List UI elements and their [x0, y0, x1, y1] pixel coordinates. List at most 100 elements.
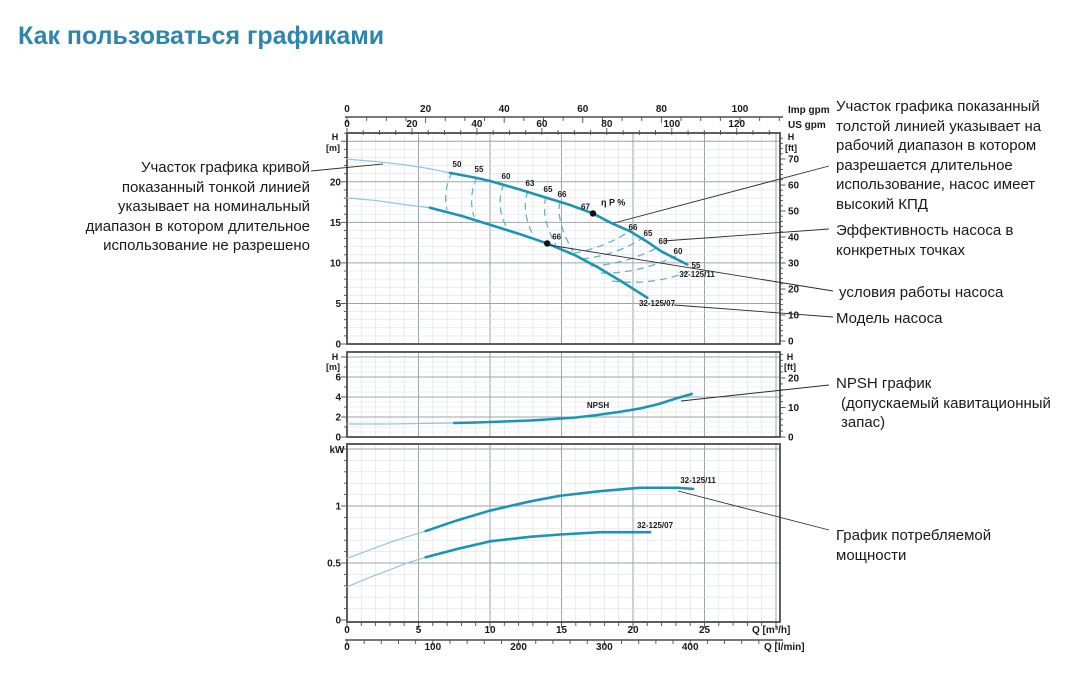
efficiency-contour-dashed — [499, 183, 507, 227]
us-gpm-tick-label: 80 — [601, 119, 613, 130]
efficiency-contour-dashed — [600, 255, 677, 274]
head-ft-tick-label: 40 — [788, 233, 800, 244]
series-name-label-NPSH: NPSH — [587, 401, 609, 410]
curve-32-125-11-nominal-range — [346, 530, 427, 560]
head-ft-tick-label: 20 — [788, 285, 800, 296]
npsh-chart-border — [346, 351, 781, 438]
us-gpm-tick-label: 40 — [471, 119, 483, 130]
us-gpm-unit-label: US gpm — [788, 120, 826, 131]
operating-point-value-label: 66 — [552, 232, 561, 241]
efficiency-contour-dashed — [524, 190, 535, 238]
npsh-right-axis-title: H — [787, 352, 794, 362]
head-ft-tick-label: 60 — [788, 181, 800, 192]
efficiency-contour-dashed — [445, 171, 453, 211]
efficiency-value-label: 65 — [544, 185, 553, 194]
annotation-npsh: NPSH график (допускаемый кавитационный з… — [836, 374, 1081, 433]
head-ft-tick-label: 10 — [788, 311, 800, 322]
annotation-power-curve: График потребляемой мощности — [836, 527, 992, 564]
imp-gpm-unit-label: Imp gpm — [788, 105, 830, 116]
efficiency-value-label: 63 — [659, 237, 668, 246]
q-lmin-tick-label: 300 — [596, 642, 613, 653]
q-m3h-tick-label: 10 — [484, 625, 496, 636]
head-right-axis-title: [ft] — [785, 143, 797, 153]
curve-NPSH-working-range — [452, 392, 693, 425]
q-m3h-tick-label: 15 — [556, 625, 568, 636]
head-left-axis-title: [m] — [326, 143, 340, 153]
power-chart-border — [346, 443, 781, 623]
curve-32-125-11-working-range — [424, 486, 695, 533]
us-gpm-tick-label: 20 — [406, 119, 418, 130]
q-lmin-unit-label: Q [l/min] — [764, 642, 805, 653]
head-m-tick-label: 10 — [330, 258, 342, 269]
imp-gpm-tick-label: 60 — [577, 104, 589, 115]
npsh-m-tick-label: 4 — [335, 393, 341, 404]
callout-npsh-line — [680, 384, 830, 402]
head-ft-tick-label: 30 — [788, 259, 800, 270]
npsh-left-axis-title: H — [332, 352, 339, 362]
curve-32-125-07-nominal-range — [346, 197, 431, 209]
efficiency-value-label: 66 — [629, 223, 638, 232]
efficiency-contour-dashed — [558, 201, 574, 252]
callout-power-line — [677, 490, 830, 531]
bep-marker-dot — [589, 210, 597, 217]
annotation-pump-model: Модель насоса — [836, 310, 943, 327]
npsh-m-tick-label: 0 — [335, 433, 341, 444]
annotation-nominal-range: Участок графика кривой показанный тонкой… — [85, 159, 310, 254]
q-lmin-tick-label: 400 — [682, 642, 699, 653]
head-right-axis-title: H — [788, 132, 795, 142]
npsh-ft-tick-label: 10 — [788, 403, 800, 414]
us-gpm-tick-label: 60 — [536, 119, 548, 130]
head-ft-tick-label: 50 — [788, 207, 800, 218]
imp-gpm-tick-label: 0 — [344, 104, 350, 115]
q-m3h-tick-label: 0 — [344, 625, 350, 636]
us-gpm-tick-label: 100 — [663, 119, 680, 130]
annotation-npsh-line1: NPSH график — [836, 375, 932, 392]
head-m-tick-label: 20 — [330, 177, 342, 188]
efficiency-value-label: 55 — [692, 261, 701, 270]
efficiency-value-label: 66 — [558, 190, 567, 199]
power-axis-title: kW — [330, 445, 346, 456]
us-gpm-tick-label: 0 — [344, 119, 350, 130]
page-title: Как пользоваться графиками — [18, 22, 385, 50]
head-m-tick-label: 0 — [335, 340, 341, 351]
series-name-label-32-125-11: 32-125/11 — [680, 476, 716, 485]
curve-32-125-07-working-range — [428, 206, 649, 300]
eta-axis-caption: η P % — [601, 197, 625, 207]
imp-gpm-tick-label: 100 — [732, 104, 749, 115]
annotation-working-range: Участок графика показанный толстой линие… — [836, 98, 1042, 213]
annotation-efficiency-points: Эффективность насоса в конкретных точках — [836, 222, 1014, 259]
head-m-tick-label: 15 — [330, 218, 342, 229]
efficiency-contour-dashed — [543, 196, 557, 246]
head-ft-tick-label: 0 — [788, 337, 794, 348]
bep-value-label: 67 — [581, 202, 590, 211]
head-left-axis-title: H — [332, 132, 339, 142]
callout-efficiency-line — [662, 228, 830, 242]
curve-32-125-07-nominal-range — [346, 556, 427, 588]
head-ft-tick-label: 70 — [788, 155, 800, 166]
efficiency-contour-dashed — [470, 176, 478, 218]
series-name-label-32-125-07: 32-125/07 — [639, 299, 676, 308]
efficiency-value-label: 60 — [674, 247, 683, 256]
us-gpm-tick-label: 120 — [728, 119, 745, 130]
series-name-label-32-125-11: 32-125/11 — [679, 270, 715, 279]
imp-gpm-tick-label: 80 — [656, 104, 668, 115]
efficiency-value-label: 50 — [453, 160, 462, 169]
operating-point-dot — [544, 240, 551, 247]
power-kw-tick-label: 0 — [335, 616, 341, 627]
curve-NPSH-nominal-range — [346, 422, 455, 425]
efficiency-value-label: 65 — [644, 229, 653, 238]
npsh-right-axis-title: [ft] — [784, 362, 796, 372]
series-name-label-32-125-07: 32-125/07 — [637, 521, 674, 530]
power-kw-tick-label: 0.5 — [327, 559, 341, 570]
q-lmin-tick-label: 200 — [510, 642, 527, 653]
efficiency-value-label: 60 — [502, 172, 511, 181]
callout-nominal-range-line — [310, 163, 384, 172]
curve-32-125-07-working-range — [424, 530, 652, 559]
imp-gpm-tick-label: 20 — [420, 104, 432, 115]
head-m-tick-label: 5 — [335, 299, 341, 310]
callout-working-range-line — [613, 165, 830, 224]
q-m3h-tick-label: 5 — [416, 625, 422, 636]
q-lmin-tick-label: 0 — [344, 642, 350, 653]
